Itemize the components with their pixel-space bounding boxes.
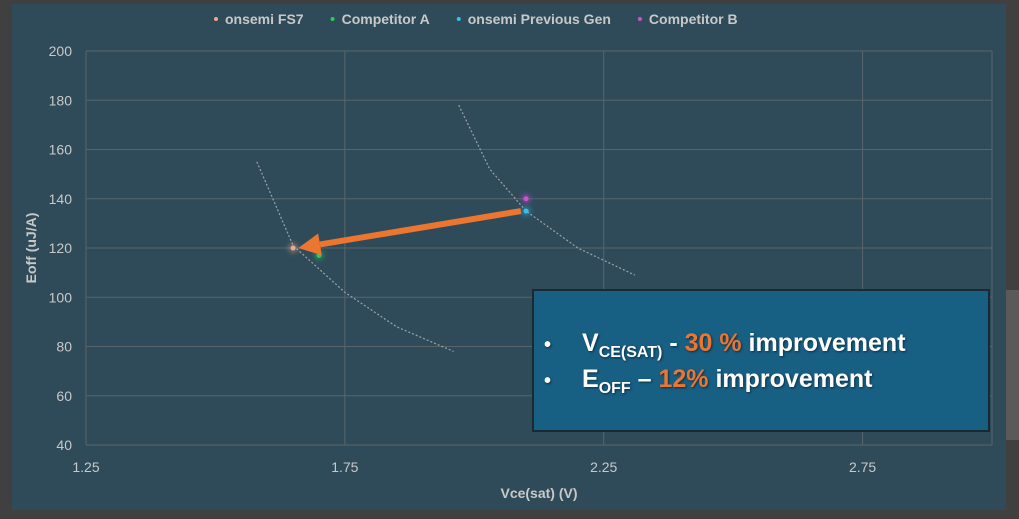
- y-tick-label: 80: [56, 339, 72, 355]
- legend-label: onsemi Previous Gen: [468, 11, 611, 27]
- data-point: [523, 196, 529, 202]
- separator: -: [662, 329, 685, 357]
- data-point: [290, 245, 296, 251]
- y-tick-label: 40: [56, 437, 72, 453]
- legend-label: onsemi FS7: [225, 11, 304, 27]
- separator: –: [630, 365, 659, 393]
- callout-line-eoff: • EOFF – 12% improvement: [544, 365, 872, 398]
- data-point: [523, 208, 529, 214]
- legend-label: Competitor B: [649, 11, 738, 27]
- x-axis-label: Vce(sat) (V): [500, 485, 577, 501]
- vce-subscript: CE(SAT): [598, 344, 663, 361]
- y-tick-label: 180: [49, 92, 73, 108]
- x-tick-label: 1.75: [331, 459, 358, 475]
- improvement-text: improvement: [708, 365, 873, 393]
- y-axis-label: Eoff (uJ/A): [23, 213, 39, 284]
- y-tick-label: 160: [49, 142, 73, 158]
- vce-symbol: V: [582, 329, 599, 357]
- legend-label: Competitor A: [342, 11, 430, 27]
- improvement-text: improvement: [741, 329, 906, 357]
- tradeoff-curve: [256, 161, 454, 352]
- y-tick-label: 140: [49, 191, 73, 207]
- bullet: •: [544, 334, 552, 356]
- x-tick-label: 1.25: [72, 459, 99, 475]
- y-tick-label: 200: [49, 43, 73, 59]
- x-tick-label: 2.75: [849, 459, 876, 475]
- y-tick-label: 100: [49, 289, 73, 305]
- eoff-symbol: E: [582, 365, 599, 393]
- arrow-head: [298, 233, 322, 256]
- eoff-subscript: OFF: [598, 380, 631, 397]
- legend-marker: [330, 17, 335, 21]
- legend-marker: [456, 17, 461, 21]
- bullet: •: [544, 370, 552, 392]
- vce-improvement-value: 30 %: [684, 329, 742, 357]
- side-strip: [1006, 290, 1019, 440]
- y-tick-label: 120: [49, 240, 73, 256]
- x-tick-label: 2.25: [590, 459, 617, 475]
- legend-marker: [637, 17, 642, 21]
- eoff-improvement-value: 12%: [658, 365, 709, 393]
- arrow-shaft: [319, 208, 522, 248]
- callout-line-vce: • VCE(SAT) - 30 % improvement: [544, 329, 906, 362]
- legend-marker: [214, 17, 218, 21]
- improvement-callout: • VCE(SAT) - 30 % improvement • EOFF – 12%…: [532, 289, 990, 432]
- y-tick-label: 60: [56, 388, 72, 404]
